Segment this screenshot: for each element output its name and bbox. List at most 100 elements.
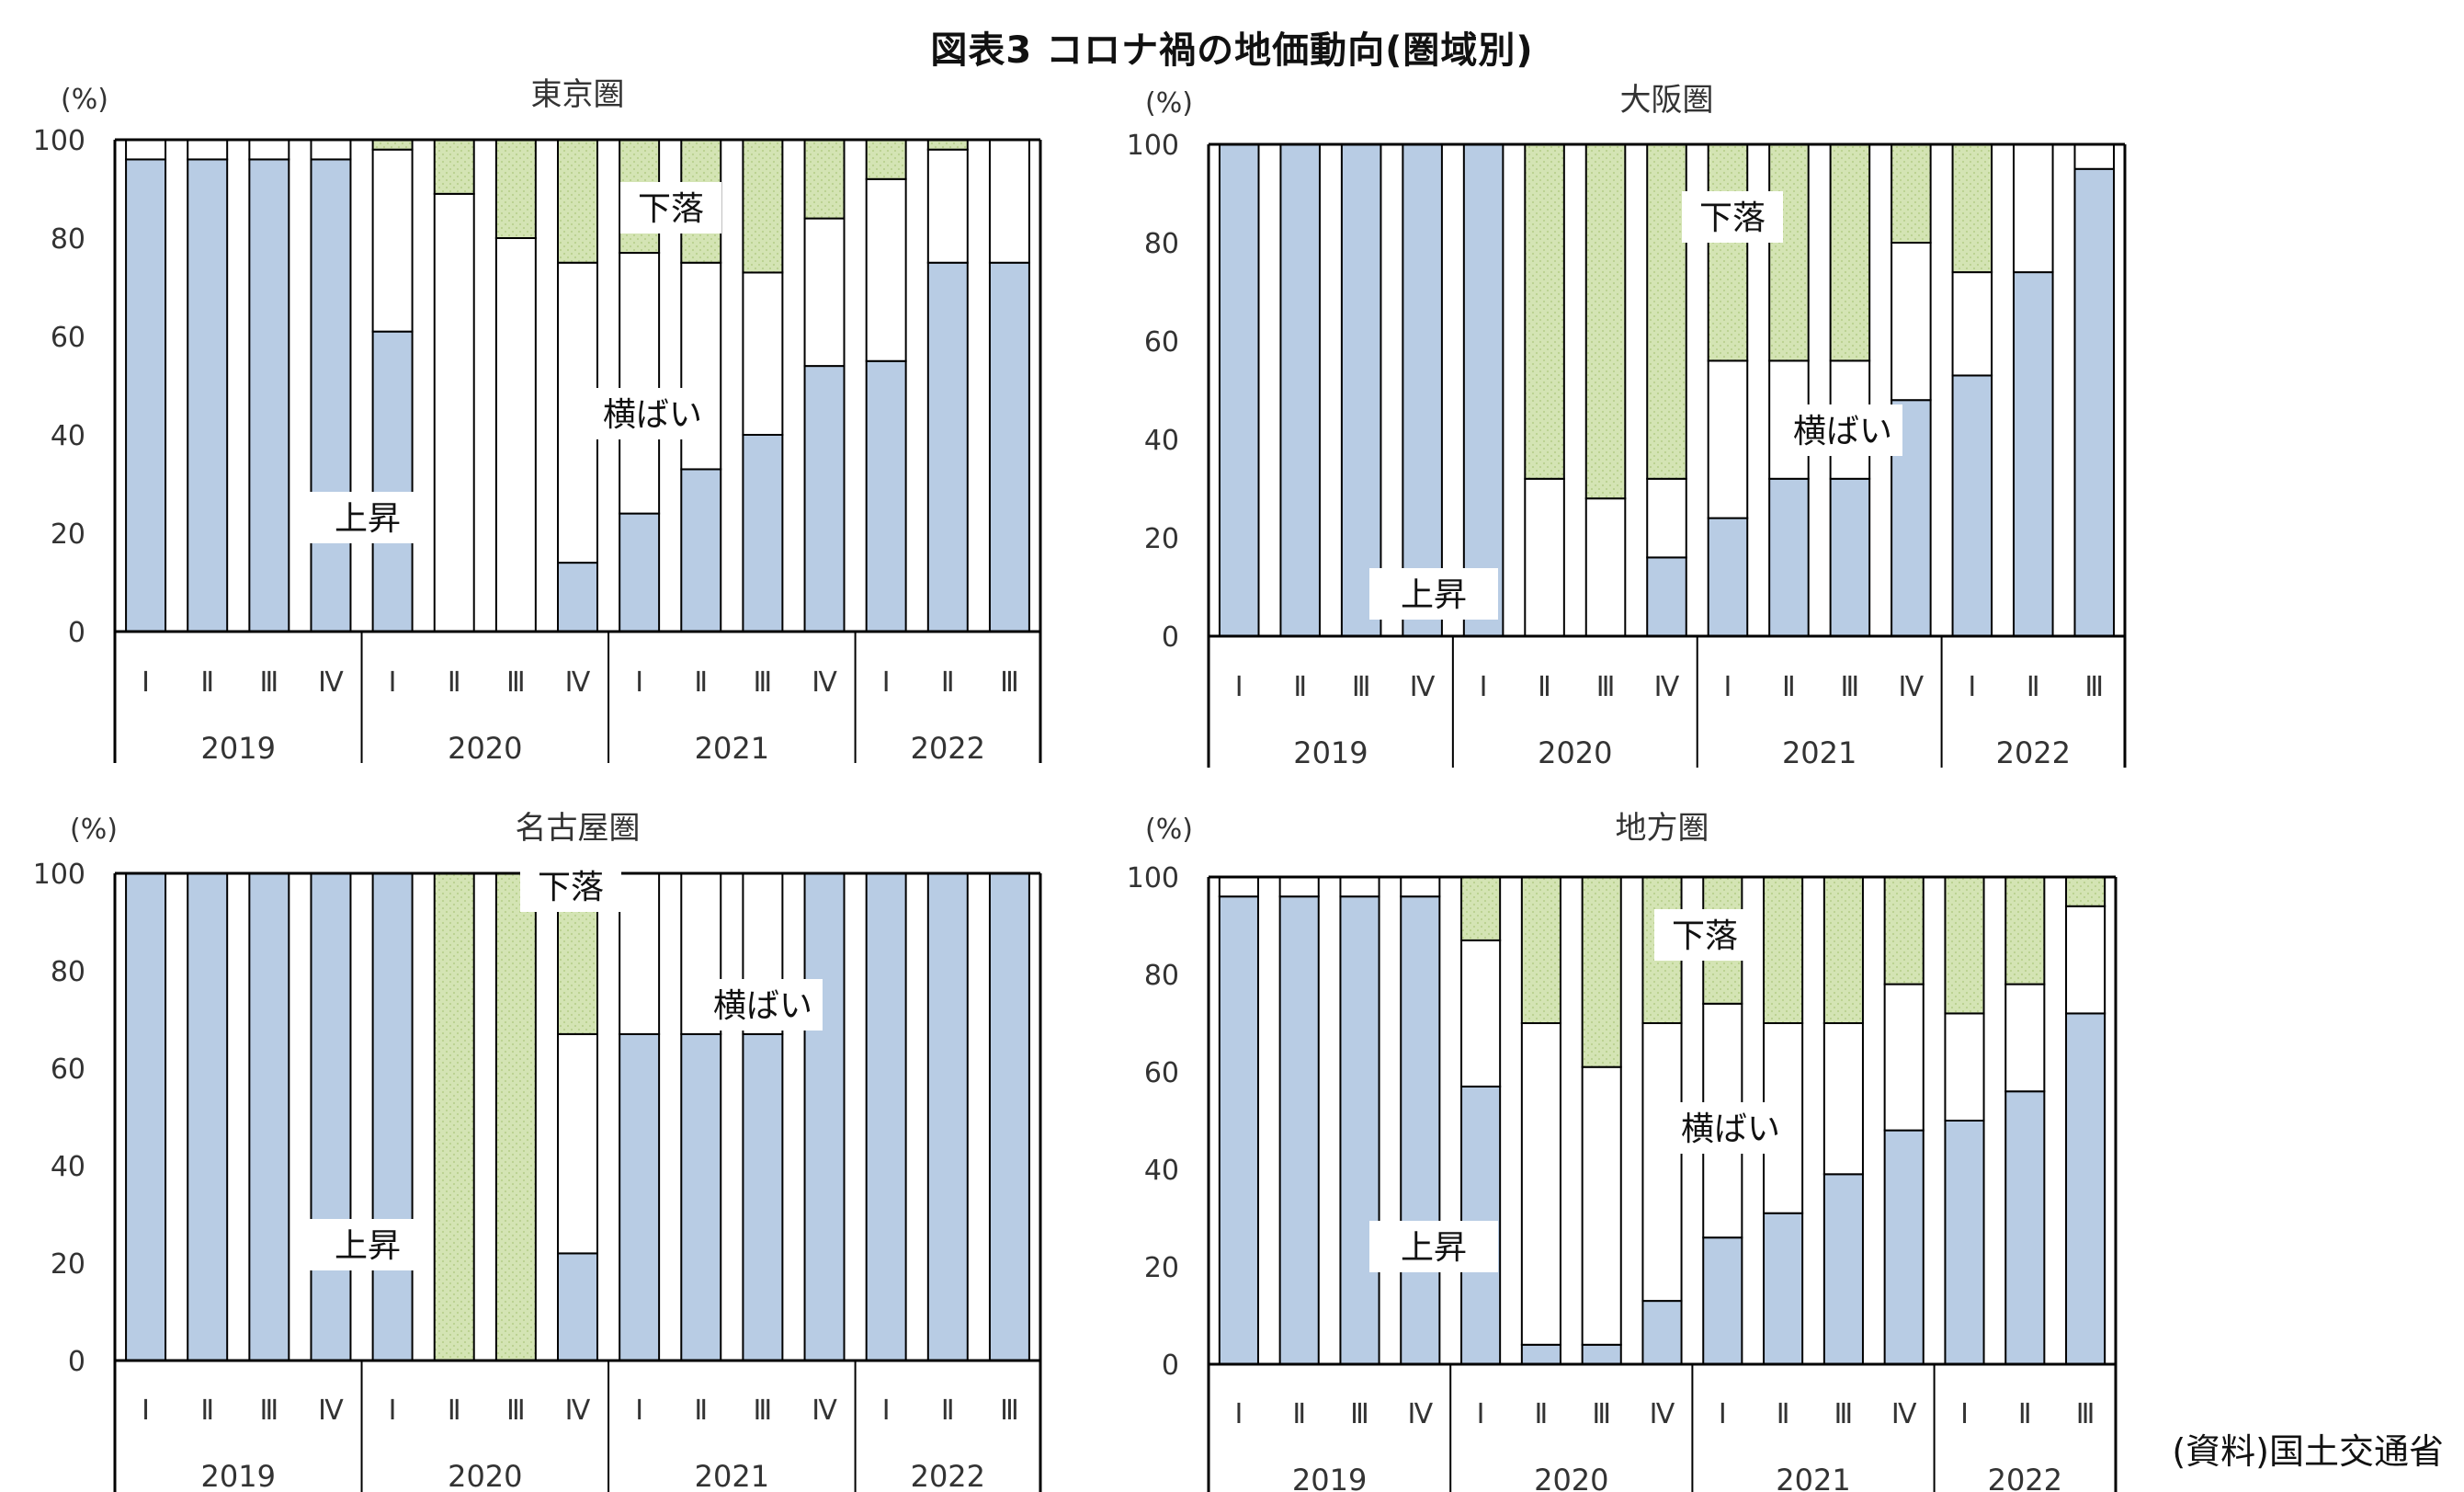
- osaka-category-label: Ⅲ: [1841, 671, 1860, 703]
- nagoya-bar-rise: [248, 872, 290, 1361]
- regional-bar-flat: [1218, 876, 1259, 898]
- osaka-bar-rise: [2013, 271, 2054, 637]
- regional-bar-rise: [1278, 895, 1320, 1365]
- regional-bar-rise: [1581, 1343, 1622, 1365]
- regional-bar-rise: [1763, 1212, 1804, 1366]
- osaka-category-label: Ⅰ: [1235, 671, 1243, 703]
- regional-bar-fall: [1822, 876, 1864, 1024]
- regional-bar-fall: [2065, 876, 2106, 907]
- nagoya-y-unit: (%): [70, 814, 118, 846]
- nagoya-ytick: 60: [51, 1054, 85, 1086]
- regional-category-label: Ⅲ: [1834, 1398, 1854, 1430]
- nagoya-annotation-fall: 下落: [520, 860, 621, 912]
- chart-osaka: 大阪圏 (%) 0 20 40 60 80 100 Ⅰ Ⅱ Ⅲ Ⅳ Ⅰ Ⅱ Ⅲ Ⅳ Ⅰ Ⅱ Ⅲ Ⅳ Ⅰ Ⅱ Ⅲ 2019 202…: [1127, 82, 2127, 770]
- tokyo-annotation-fall-label: 下落: [638, 190, 704, 228]
- osaka-bar-fall: [1829, 143, 1871, 362]
- osaka-category-label: Ⅳ: [1410, 671, 1436, 703]
- regional-bar-rise: [2065, 1012, 2106, 1365]
- figure-title: 図表3 コロナ禍の地価動向(圏域別): [930, 29, 1534, 72]
- nagoya-category-label: Ⅳ: [318, 1395, 344, 1427]
- osaka-bar-fall: [1891, 143, 1932, 244]
- nagoya-annotation-rise-bg: [303, 1219, 432, 1270]
- regional-bar-flat: [1520, 1022, 1561, 1346]
- osaka-bar-flat: [1707, 359, 1749, 519]
- osaka-bar-rise: [1829, 477, 1871, 637]
- osaka-category-label: Ⅰ: [1724, 671, 1732, 703]
- tokyo-bar-flat: [494, 237, 537, 632]
- nagoya-category-label: Ⅲ: [1000, 1395, 1019, 1427]
- nagoya-ytick: 0: [68, 1346, 85, 1378]
- osaka-bar-flat: [1646, 477, 1687, 559]
- nagoya-category-label: Ⅰ: [882, 1395, 891, 1427]
- regional-year-label: 2021: [1776, 1463, 1850, 1492]
- osaka-bar-flat: [2013, 143, 2054, 274]
- osaka-annotation-rise-label: 上昇: [1401, 576, 1467, 614]
- regional-annotation-flat: 横ばい: [1671, 1102, 1790, 1154]
- osaka-annotation-fall-bg: [1682, 191, 1783, 243]
- tokyo-category-label: Ⅲ: [1000, 666, 1019, 699]
- tokyo-bar-rise: [803, 365, 846, 632]
- osaka-bar-fall: [1768, 143, 1810, 362]
- osaka-ytick: 80: [1144, 228, 1179, 260]
- regional-bar-flat: [1944, 1012, 1985, 1122]
- nagoya-year-label: 2020: [448, 1459, 522, 1492]
- tokyo-category-label: Ⅲ: [259, 666, 278, 699]
- tokyo-ytick: 60: [51, 322, 85, 354]
- regional-category-label: Ⅱ: [1292, 1398, 1306, 1430]
- tokyo-bar-fall: [803, 139, 846, 220]
- tokyo-category-label: Ⅳ: [565, 666, 591, 699]
- osaka-year-label: 2022: [1996, 735, 2071, 770]
- osaka-category-label: Ⅱ: [1782, 671, 1796, 703]
- regional-ytick: 40: [1144, 1155, 1179, 1187]
- regional-bar-rise: [1641, 1300, 1683, 1365]
- tokyo-category-label: Ⅲ: [506, 666, 526, 699]
- osaka-category-label: Ⅰ: [1480, 671, 1488, 703]
- regional-bar-rise: [1339, 895, 1380, 1365]
- regional-ytick: 0: [1162, 1350, 1179, 1382]
- tokyo-bar-rise: [926, 261, 969, 632]
- osaka-ytick: 60: [1144, 326, 1179, 359]
- tokyo-bar-flat: [865, 177, 907, 362]
- osaka-bar-fall: [1524, 143, 1565, 480]
- nagoya-category-label: Ⅱ: [941, 1395, 955, 1427]
- tokyo-bar-fall: [371, 139, 414, 151]
- nagoya-bar-rise: [557, 1252, 598, 1362]
- osaka-bar-rise: [1646, 556, 1687, 638]
- regional-bar-rise: [2004, 1090, 2046, 1365]
- osaka-ytick: 0: [1162, 621, 1179, 654]
- regional-bar-rise: [1520, 1343, 1561, 1365]
- osaka-ytick: 100: [1127, 130, 1179, 162]
- tokyo-category-label: Ⅳ: [812, 666, 837, 699]
- nagoya-category-label: Ⅰ: [142, 1395, 150, 1427]
- regional-category-label: Ⅳ: [1891, 1398, 1917, 1430]
- regional-y-unit: (%): [1145, 814, 1193, 846]
- osaka-annotation-flat: 横ばい: [1783, 404, 1902, 456]
- tokyo-bar-rise: [371, 330, 414, 632]
- nagoya-bar-rise: [803, 872, 846, 1361]
- osaka-bar-flat: [1951, 271, 1993, 377]
- tokyo-year-label: 2021: [695, 731, 769, 766]
- osaka-year-label: 2020: [1538, 735, 1612, 770]
- osaka-bar-rise: [1402, 143, 1443, 637]
- tokyo-category-label: Ⅱ: [941, 666, 955, 699]
- nagoya-category-label: Ⅰ: [389, 1395, 397, 1427]
- nagoya-annotation-flat: 横ばい: [703, 979, 823, 1031]
- tokyo-bar-flat: [433, 192, 475, 632]
- tokyo-category-label: Ⅰ: [635, 666, 643, 699]
- regional-category-label: Ⅱ: [1535, 1398, 1549, 1430]
- regional-bar-rise: [1400, 895, 1441, 1365]
- regional-bar-fall: [1944, 876, 1985, 1015]
- regional-ytick: 100: [1127, 862, 1179, 894]
- osaka-bar-rise: [1462, 143, 1505, 637]
- osaka-bar-flat: [1891, 242, 1932, 402]
- tokyo-bar-flat: [557, 261, 598, 564]
- tokyo-category-label: Ⅰ: [142, 666, 150, 699]
- regional-category-label: Ⅱ: [2018, 1398, 2032, 1430]
- tokyo-bar-flat: [187, 139, 229, 161]
- tokyo-annotation-flat-label: 横ばい: [603, 396, 702, 434]
- tokyo-bar-flat: [988, 139, 1030, 264]
- tokyo-bar-flat: [926, 148, 969, 264]
- osaka-title: 大阪圏: [1620, 82, 1714, 119]
- tokyo-ytick: 40: [51, 420, 85, 452]
- tokyo-category-label: Ⅲ: [754, 666, 773, 699]
